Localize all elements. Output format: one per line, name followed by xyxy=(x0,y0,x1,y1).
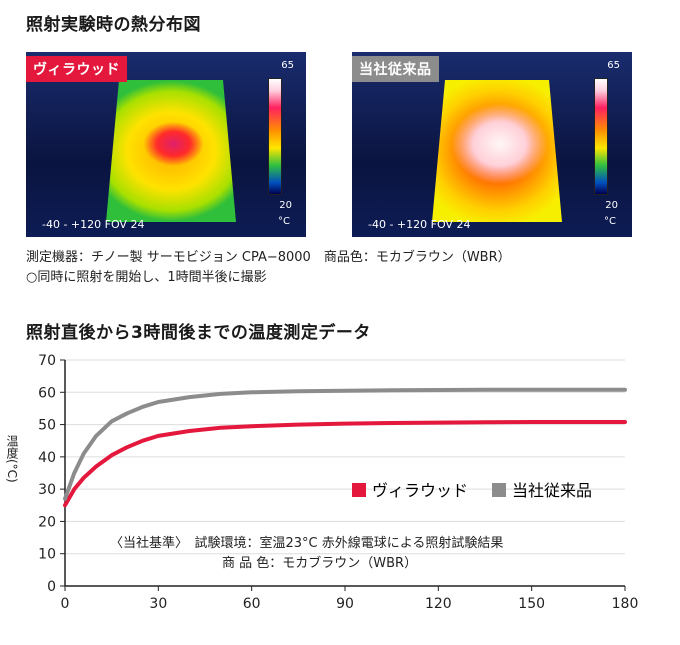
legend-label-villawood: ヴィラウッド xyxy=(372,481,468,500)
scale-max-label: 65 xyxy=(607,60,620,71)
y-axis-label: 温度(°C) xyxy=(5,435,19,483)
x-tick-label: 150 xyxy=(518,596,545,612)
timing-caption: ○同時に照射を開始し、1時間半後に撮影 xyxy=(26,270,267,285)
y-tick-label: 20 xyxy=(38,514,56,530)
series-layer xyxy=(63,387,627,508)
y-tick-label: 60 xyxy=(38,385,56,401)
y-tick-label: 0 xyxy=(47,579,56,595)
thermal-section-title: 照射実験時の熱分布図 xyxy=(26,15,201,35)
legend-swatch-villawood xyxy=(352,483,366,497)
y-tick-label: 10 xyxy=(38,547,56,563)
y-tick-label: 30 xyxy=(38,482,56,498)
scale-unit-label: °C xyxy=(278,216,290,227)
thermal-image-conventional: 65 20 °C -40 - +120 FOV 24 当社従来品 xyxy=(352,52,632,237)
x-tick-label: 30 xyxy=(149,596,167,612)
series-line-conventional xyxy=(63,387,627,501)
chart-legend: ヴィラウッド 当社従来品 xyxy=(352,481,592,500)
color-scale-bar xyxy=(594,78,608,195)
chart-annotation-line2: 商 品 色：モカブラウン（WBR） xyxy=(222,555,417,571)
chart-title: 照射直後から3時間後までの温度測定データ xyxy=(26,323,371,343)
x-tick-label: 90 xyxy=(336,596,354,612)
y-tick-label: 50 xyxy=(38,418,56,434)
product-badge-conventional: 当社従来品 xyxy=(352,56,439,82)
chart-annotation-line1: 〈当社基準〉 試験環境：室温23°C 赤外線電球による照射試験結果 xyxy=(110,535,503,551)
y-tick-label: 70 xyxy=(38,353,56,369)
temperature-line-chart: 0 10 20 30 40 50 60 70 0 30 60 90 120 150 180 温度(°C) ヴィ… xyxy=(5,353,638,612)
x-tick-label: 0 xyxy=(61,596,70,612)
range-label: -40 - +120 FOV 24 xyxy=(368,218,471,231)
product-badge-villawood: ヴィラウッド xyxy=(26,56,127,82)
color-scale-bar xyxy=(268,78,282,195)
scale-max-label: 65 xyxy=(281,60,294,71)
scale-min-label: 20 xyxy=(605,200,618,211)
x-tick-label: 120 xyxy=(425,596,452,612)
heat-region xyxy=(106,80,236,222)
thermal-image-villawood: 65 20 °C -40 - +120 FOV 24 ヴィラウッド xyxy=(26,52,306,237)
x-tick-label: 180 xyxy=(612,596,639,612)
legend-label-conventional: 当社従来品 xyxy=(512,481,592,500)
heat-region xyxy=(432,80,562,222)
y-tick-label: 40 xyxy=(38,450,56,466)
scale-unit-label: °C xyxy=(604,216,616,227)
legend-swatch-conventional xyxy=(492,483,506,497)
range-label: -40 - +120 FOV 24 xyxy=(42,218,145,231)
x-tick-label: 60 xyxy=(243,596,261,612)
grid-layer xyxy=(65,359,625,555)
measurement-caption: 測定機器：チノー製 サーモビジョン CPA−8000 商品色：モカブラウン（WB… xyxy=(26,250,511,265)
series-line-villawood xyxy=(63,420,627,508)
scale-min-label: 20 xyxy=(279,200,292,211)
axis-layer: 0 10 20 30 40 50 60 70 0 30 60 90 120 150 180 温度(°C) xyxy=(5,353,638,612)
